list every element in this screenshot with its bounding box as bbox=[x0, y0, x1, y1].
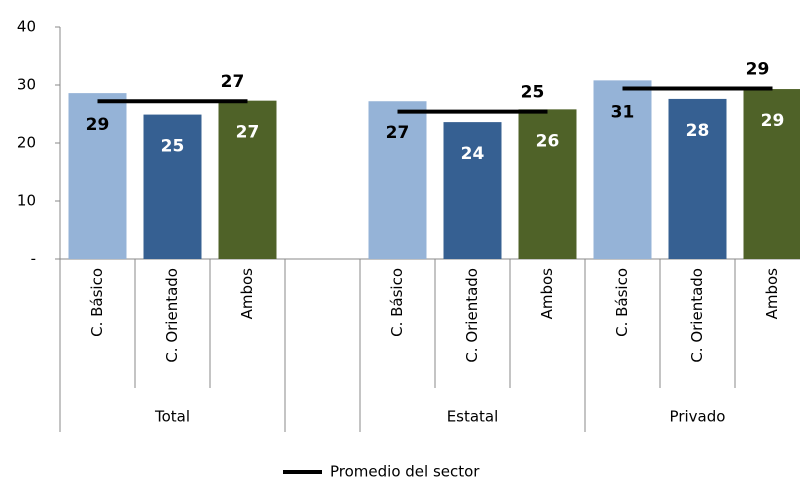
y-tick-label: 40 bbox=[17, 18, 36, 36]
group-label: Total bbox=[154, 408, 190, 426]
bar bbox=[443, 122, 502, 260]
y-tick-label: 20 bbox=[17, 134, 36, 152]
x-tick-label: C. Básico bbox=[88, 268, 106, 337]
bar bbox=[593, 80, 652, 259]
y-tick-label: - bbox=[31, 250, 36, 268]
x-tick-label: C. Básico bbox=[388, 268, 406, 337]
group-label: Estatal bbox=[447, 408, 499, 426]
average-label: 29 bbox=[746, 59, 770, 79]
bar bbox=[68, 93, 127, 260]
x-tick-label: Ambos bbox=[763, 268, 781, 320]
value-label: 25 bbox=[161, 137, 185, 157]
bar bbox=[218, 100, 277, 259]
value-label: 29 bbox=[761, 111, 785, 131]
value-label: 27 bbox=[236, 123, 260, 143]
y-tick-label: 30 bbox=[17, 76, 36, 94]
value-label: 28 bbox=[686, 121, 710, 141]
y-tick-label: 10 bbox=[17, 192, 36, 210]
x-tick-label: C. Orientado bbox=[463, 268, 481, 363]
value-label: 31 bbox=[611, 102, 635, 122]
bar bbox=[668, 98, 727, 259]
value-label: 26 bbox=[536, 131, 560, 151]
x-tick-label: Ambos bbox=[238, 268, 256, 320]
value-label: 27 bbox=[386, 123, 410, 143]
x-tick-label: C. Orientado bbox=[163, 268, 181, 363]
legend-label: Promedio del sector bbox=[330, 463, 480, 481]
average-label: 25 bbox=[521, 83, 545, 103]
average-label: 27 bbox=[221, 72, 245, 92]
bar bbox=[743, 89, 800, 259]
x-tick-label: Ambos bbox=[538, 268, 556, 320]
value-label: 24 bbox=[461, 144, 485, 164]
x-tick-label: C. Básico bbox=[613, 268, 631, 337]
group-label: Privado bbox=[670, 408, 726, 426]
bar bbox=[518, 109, 577, 259]
x-tick-label: C. Orientado bbox=[688, 268, 706, 363]
bar bbox=[368, 101, 427, 260]
bar bbox=[143, 114, 202, 259]
value-label: 29 bbox=[86, 115, 110, 135]
